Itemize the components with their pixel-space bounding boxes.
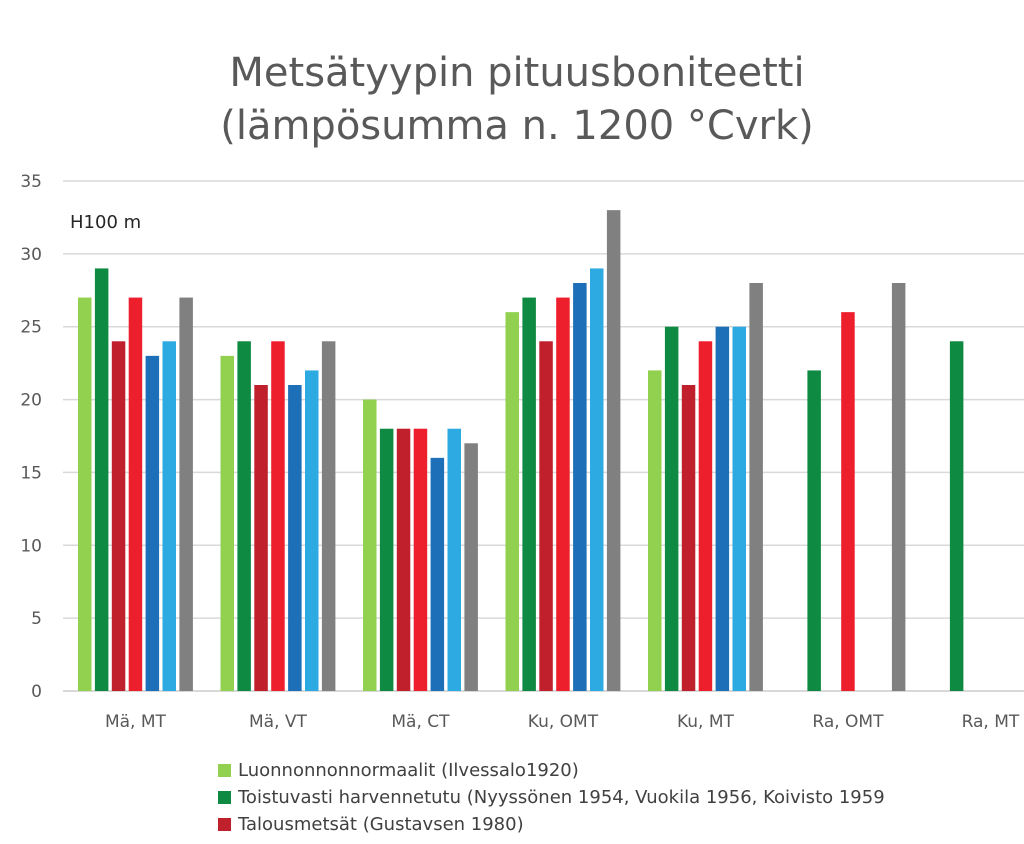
- bar-s3-2: [396, 428, 411, 691]
- bar-s6-1: [305, 370, 319, 691]
- bar-s7-5: [891, 283, 906, 691]
- bar-s7-4: [749, 283, 763, 691]
- bar-s5-1: [288, 385, 302, 691]
- bar-s7-0: [179, 297, 193, 691]
- legend-item-1: Luonnonnonnormaalit (Ilvessalo1920): [218, 757, 885, 784]
- bar-s4-4: [698, 341, 713, 691]
- legend-item-2: Toistuvasti harvennetutu (Nyyssönen 1954…: [218, 784, 885, 811]
- chart-title-line-1: Metsätyypin pituusboniteetti: [229, 50, 805, 96]
- x-tick-label: Mä, VT: [249, 712, 308, 732]
- legend-label: Toistuvasti harvennetutu (Nyyssönen 1954…: [238, 787, 885, 808]
- legend-item-3: Talousmetsät (Gustavsen 1980): [218, 811, 885, 838]
- x-tick-label: Ra, MT: [962, 712, 1020, 732]
- legend-label: Luonnonnonnormaalit (Ilvessalo1920): [238, 760, 579, 781]
- legend-label: Talousmetsät (Gustavsen 1980): [238, 814, 524, 835]
- y-tick-label: 30: [20, 245, 42, 265]
- bar-s4-3: [556, 297, 570, 691]
- bar-s1-4: [648, 370, 662, 691]
- bar-s5-3: [573, 283, 587, 691]
- bar-s1-1: [220, 355, 234, 691]
- bar-s1-0: [78, 297, 92, 691]
- x-axis-ticks: Mä, MT Mä, VT Mä, CT Ku, OMT Ku, MT Ra, OMT Ra…: [105, 712, 1020, 732]
- legend-swatch: [218, 764, 231, 777]
- bar-s7-2: [464, 443, 478, 691]
- bar-s4-1: [271, 341, 285, 691]
- bar-s2-4: [664, 326, 679, 691]
- bar-s3-1: [254, 385, 268, 691]
- y-axis-ticks: 0 5 10 15 20 25 30 35: [20, 172, 42, 702]
- bar-s6-3: [590, 268, 604, 691]
- bar-s1-2: [363, 399, 377, 691]
- bars: [78, 210, 964, 691]
- x-tick-label: Mä, CT: [391, 712, 450, 732]
- y-tick-label: 35: [20, 172, 42, 192]
- bar-s5-2: [430, 457, 445, 691]
- bar-s4-5: [841, 312, 855, 691]
- bar-s5-4: [715, 326, 730, 691]
- chart-title-line-2: (lämpösumma n. 1200 °Cvrk): [220, 103, 814, 149]
- bar-s4-0: [128, 297, 143, 691]
- bar-s5-0: [145, 355, 160, 691]
- bar-s6-2: [447, 428, 461, 691]
- y-tick-label: 25: [20, 318, 42, 338]
- y-tick-label: 10: [20, 536, 42, 556]
- bar-s1-3: [505, 312, 519, 691]
- x-tick-label: Ku, OMT: [528, 712, 599, 732]
- y-axis-label: H100 m: [70, 212, 141, 233]
- legend: Luonnonnonnormaalit (Ilvessalo1920) Toist…: [218, 757, 885, 838]
- y-tick-label: 0: [31, 682, 42, 702]
- x-tick-label: Ra, OMT: [812, 712, 884, 732]
- bar-s2-0: [94, 268, 109, 691]
- bar-s6-0: [162, 341, 176, 691]
- y-tick-label: 15: [20, 463, 42, 483]
- bar-s3-0: [111, 341, 126, 691]
- y-tick-label: 5: [31, 609, 42, 629]
- legend-swatch: [218, 818, 231, 831]
- bar-s2-2: [379, 428, 394, 691]
- bar-s2-3: [522, 297, 536, 691]
- bar-s3-4: [681, 385, 696, 691]
- y-tick-label: 20: [20, 391, 42, 411]
- bar-s6-4: [732, 326, 746, 691]
- bar-s7-3: [606, 210, 621, 691]
- bar-s4-2: [413, 428, 428, 691]
- bar-s3-3: [539, 341, 553, 691]
- x-tick-label: Mä, MT: [105, 712, 167, 732]
- bar-s7-1: [321, 341, 336, 691]
- bar-s2-6: [949, 341, 964, 691]
- legend-swatch: [218, 791, 231, 804]
- bar-s2-5: [807, 370, 821, 691]
- bar-s2-1: [237, 341, 251, 691]
- x-tick-label: Ku, MT: [677, 712, 735, 732]
